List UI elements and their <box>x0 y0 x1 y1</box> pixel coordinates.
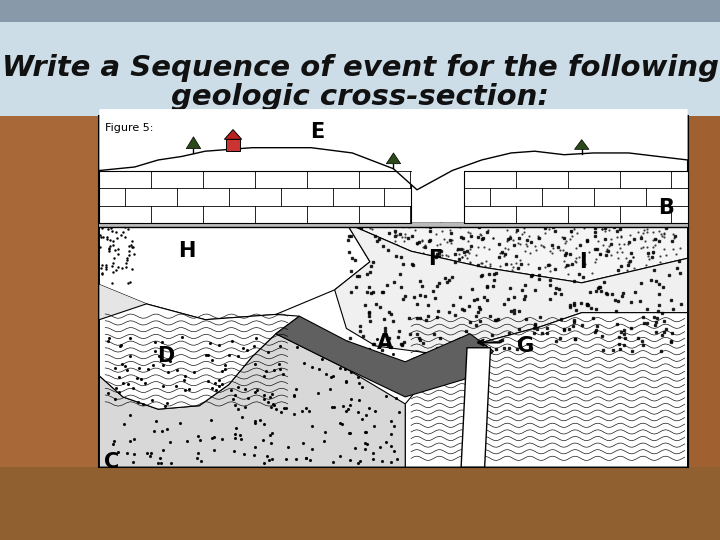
Bar <box>0 0 720 116</box>
Text: D: D <box>157 346 174 367</box>
Polygon shape <box>99 223 688 283</box>
Bar <box>99 116 688 467</box>
Polygon shape <box>99 334 405 467</box>
Polygon shape <box>99 109 688 190</box>
Text: Figure 5:: Figure 5: <box>105 123 153 133</box>
Polygon shape <box>99 285 146 320</box>
Bar <box>464 171 688 223</box>
Bar <box>226 139 240 151</box>
Polygon shape <box>575 140 589 150</box>
Polygon shape <box>405 313 688 467</box>
Text: B: B <box>658 198 674 218</box>
Bar <box>0 467 720 540</box>
Text: Write a Sequence of event for the following: Write a Sequence of event for the follow… <box>1 53 719 82</box>
Text: geologic cross-section:: geologic cross-section: <box>171 83 549 111</box>
Text: G: G <box>517 335 534 356</box>
Text: F: F <box>428 249 443 269</box>
Polygon shape <box>461 348 490 467</box>
Bar <box>0 0 720 22</box>
Polygon shape <box>186 137 201 148</box>
Bar <box>99 223 688 227</box>
Bar <box>688 116 720 467</box>
Polygon shape <box>99 304 300 409</box>
Text: C: C <box>104 451 120 472</box>
Polygon shape <box>276 316 493 397</box>
Polygon shape <box>99 223 370 320</box>
Text: I: I <box>580 252 587 272</box>
Bar <box>0 116 99 467</box>
Text: E: E <box>310 122 324 143</box>
Text: A: A <box>377 333 393 353</box>
Text: H: H <box>179 241 196 261</box>
Polygon shape <box>225 130 242 139</box>
Bar <box>99 171 411 223</box>
Polygon shape <box>335 223 688 353</box>
Polygon shape <box>386 153 400 164</box>
